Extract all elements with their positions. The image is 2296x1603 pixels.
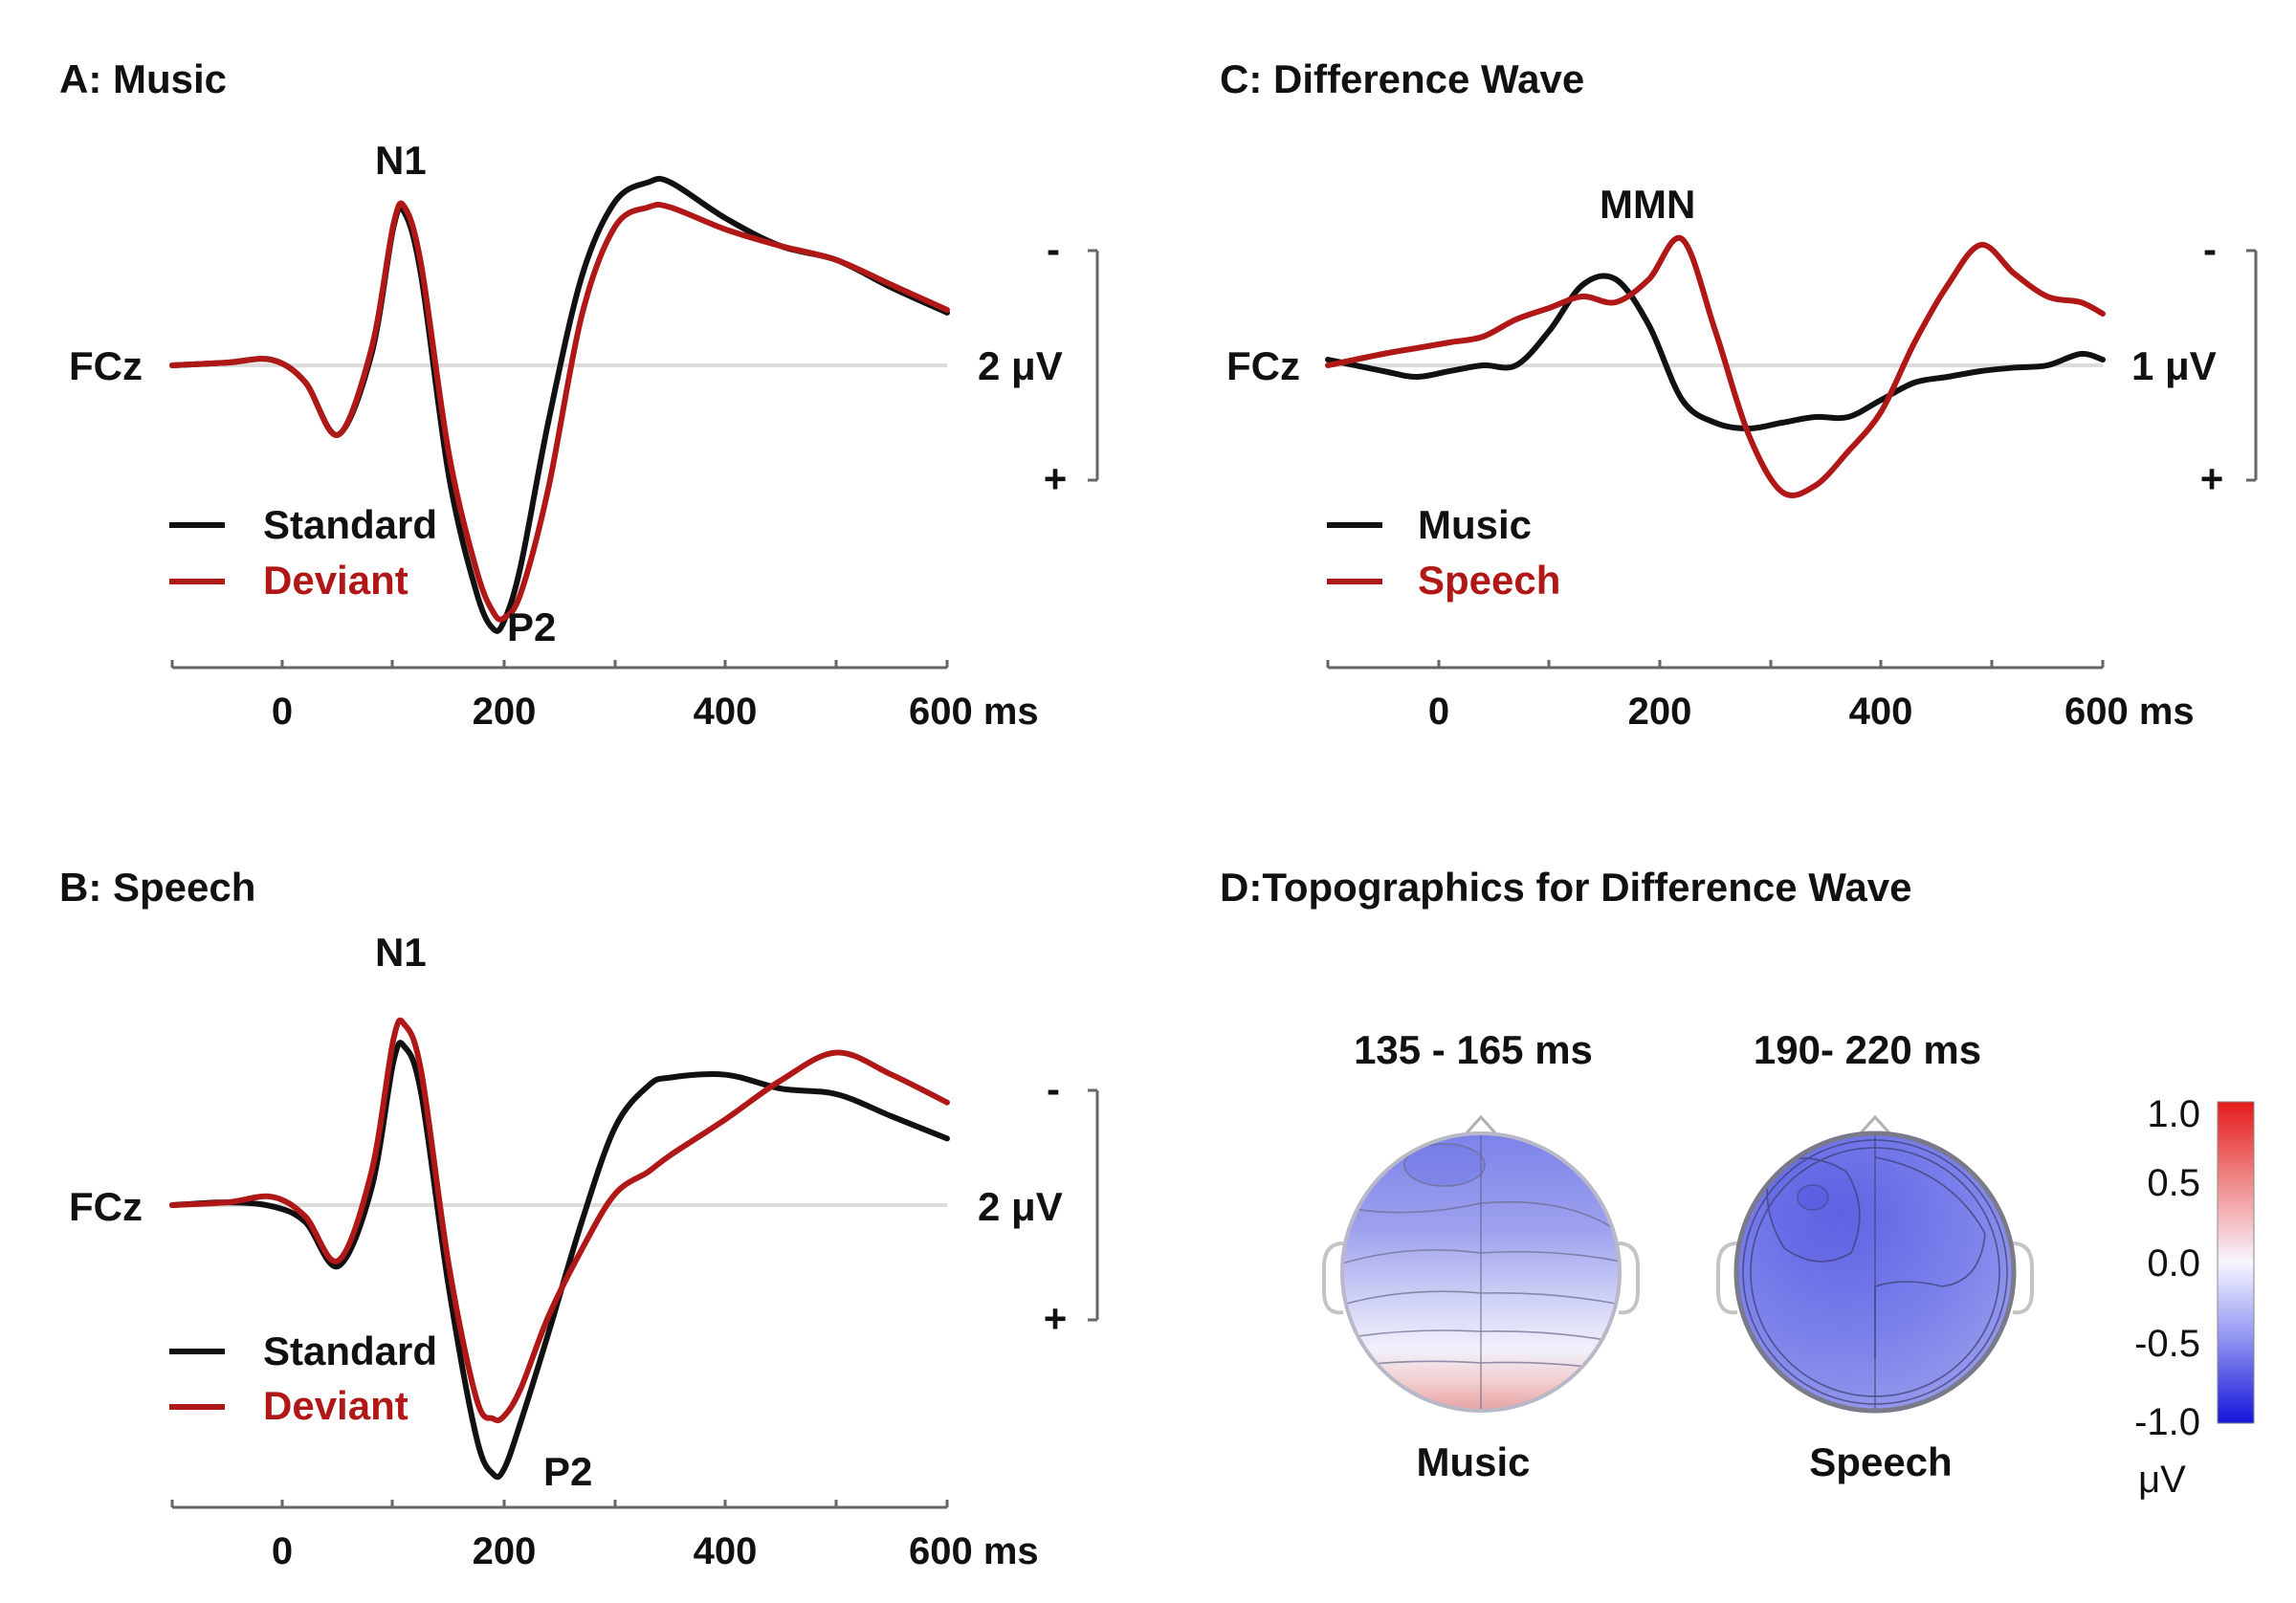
topomap-music: 135 - 165 ms Music bbox=[1322, 1027, 1640, 1484]
panel-c-speech-trace bbox=[1325, 234, 2106, 498]
head-outline bbox=[1340, 1131, 1622, 1413]
panel-b-legend: Standard Deviant bbox=[169, 1329, 437, 1428]
ear-icon bbox=[2012, 1241, 2034, 1315]
panel-c-mmn-label: MMN bbox=[1600, 182, 1695, 227]
panel-a-sign-top: - bbox=[1047, 227, 1060, 272]
panel-c-music-trace bbox=[1325, 273, 2106, 431]
panel-b-tick-600: 600 ms bbox=[909, 1530, 1039, 1572]
colorbar: 1.0 0.5 0.0 -0.5 -1.0 μV bbox=[2134, 1093, 2255, 1501]
panel-d: D:Topographics for Difference Wave 135 -… bbox=[1220, 865, 2255, 1501]
panel-c-sign-bottom: + bbox=[2200, 456, 2224, 501]
ear-icon bbox=[1322, 1241, 1344, 1315]
panel-c-tick-200: 200 bbox=[1628, 691, 1692, 733]
panel-a-scale-bar: - 2 μV + bbox=[978, 227, 1099, 501]
panel-d-title: D:Topographics for Difference Wave bbox=[1220, 865, 1911, 910]
topomap-speech-label: Speech bbox=[1809, 1439, 1952, 1484]
panel-a: A: Music FCz 0 200 400 600 ms - 2 μV + bbox=[59, 56, 1099, 733]
panel-a-tick-0: 0 bbox=[272, 691, 293, 733]
panel-a-p2-label: P2 bbox=[507, 604, 556, 649]
panel-a-tick-200: 200 bbox=[473, 691, 537, 733]
panel-a-deviant-trace bbox=[169, 200, 950, 623]
panel-b-n1-label: N1 bbox=[375, 930, 427, 975]
panel-b-sign-bottom: + bbox=[1044, 1296, 1068, 1341]
colorbar-unit: μV bbox=[2138, 1459, 2186, 1501]
colorbar-tick: 0.5 bbox=[2147, 1162, 2200, 1204]
ear-icon bbox=[1618, 1241, 1640, 1315]
panel-b: B: Speech FCz 0 200 400 600 ms - 2 μV + bbox=[59, 865, 1099, 1572]
panel-c-channel: FCz bbox=[1226, 343, 1300, 388]
panel-c: C: Difference Wave FCz 0 200 400 600 ms … bbox=[1220, 56, 2258, 733]
panel-a-channel: FCz bbox=[69, 343, 143, 388]
panel-b-standard-trace bbox=[169, 1040, 950, 1481]
panel-b-sign-top: - bbox=[1047, 1066, 1060, 1111]
ear-icon bbox=[1716, 1241, 1738, 1315]
panel-c-tick-0: 0 bbox=[1428, 691, 1449, 733]
panel-c-title: C: Difference Wave bbox=[1220, 56, 1584, 101]
colorbar-tick: -0.5 bbox=[2134, 1323, 2200, 1365]
colorbar-tick: -1.0 bbox=[2134, 1401, 2200, 1443]
head-outline bbox=[1733, 1131, 2017, 1414]
panel-c-scale-label: 1 μV bbox=[2131, 343, 2217, 388]
panel-b-deviant-trace bbox=[169, 1017, 950, 1424]
panel-b-p2-label: P2 bbox=[543, 1449, 592, 1494]
topomap-music-label: Music bbox=[1416, 1439, 1530, 1484]
panel-b-scale-bar: - 2 μV + bbox=[978, 1066, 1099, 1341]
panel-b-tick-0: 0 bbox=[272, 1530, 293, 1572]
panel-a-x-axis: 0 200 400 600 ms bbox=[170, 660, 1039, 733]
colorbar-gradient bbox=[2217, 1101, 2255, 1424]
panel-c-x-axis: 0 200 400 600 ms bbox=[1326, 660, 2195, 733]
legend-label-speech: Speech bbox=[1418, 558, 1560, 603]
panel-b-x-axis: 0 200 400 600 ms bbox=[170, 1500, 1039, 1572]
panel-a-scale-label: 2 μV bbox=[978, 343, 1063, 388]
topomap-speech: 190- 220 ms Speech bbox=[1716, 1027, 2034, 1484]
legend-label-deviant: Deviant bbox=[263, 1383, 408, 1428]
panel-a-tick-400: 400 bbox=[694, 691, 758, 733]
panel-b-channel: FCz bbox=[69, 1184, 143, 1229]
panel-b-tick-200: 200 bbox=[473, 1530, 537, 1572]
colorbar-tick: 1.0 bbox=[2147, 1093, 2200, 1135]
topomap-speech-window: 190- 220 ms bbox=[1754, 1027, 1981, 1072]
panel-c-scale-bar: - 1 μV + bbox=[2131, 227, 2258, 501]
topomap-music-window: 135 - 165 ms bbox=[1354, 1027, 1593, 1072]
panel-b-scale-label: 2 μV bbox=[978, 1184, 1063, 1229]
panel-a-legend: Standard Deviant bbox=[169, 502, 437, 603]
panel-b-title: B: Speech bbox=[59, 865, 255, 910]
panel-b-tick-400: 400 bbox=[694, 1530, 758, 1572]
panel-a-title: A: Music bbox=[59, 56, 227, 101]
panel-c-tick-400: 400 bbox=[1849, 691, 1913, 733]
panel-a-sign-bottom: + bbox=[1044, 456, 1068, 501]
panel-c-sign-top: - bbox=[2203, 227, 2217, 272]
nose-icon bbox=[1462, 1114, 1500, 1138]
panel-a-n1-label: N1 bbox=[375, 138, 427, 183]
legend-label-music: Music bbox=[1418, 502, 1532, 547]
panel-a-tick-600: 600 ms bbox=[909, 691, 1039, 733]
panel-c-tick-600: 600 ms bbox=[2064, 691, 2195, 733]
contour-lines bbox=[1742, 1133, 2008, 1411]
nose-icon bbox=[1856, 1114, 1894, 1138]
legend-label-standard: Standard bbox=[263, 1329, 437, 1373]
panel-c-legend: Music Speech bbox=[1327, 502, 1560, 603]
legend-label-standard: Standard bbox=[263, 502, 437, 547]
legend-label-deviant: Deviant bbox=[263, 558, 408, 603]
colorbar-tick: 0.0 bbox=[2147, 1242, 2200, 1285]
